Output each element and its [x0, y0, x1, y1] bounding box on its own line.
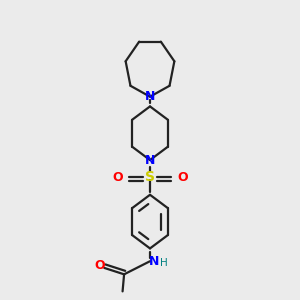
- Text: O: O: [177, 171, 188, 184]
- Text: O: O: [94, 259, 105, 272]
- Text: S: S: [145, 170, 155, 184]
- Text: N: N: [148, 255, 159, 268]
- Text: N: N: [145, 90, 155, 103]
- Text: O: O: [112, 171, 123, 184]
- Text: N: N: [145, 154, 155, 166]
- Text: H: H: [160, 258, 168, 268]
